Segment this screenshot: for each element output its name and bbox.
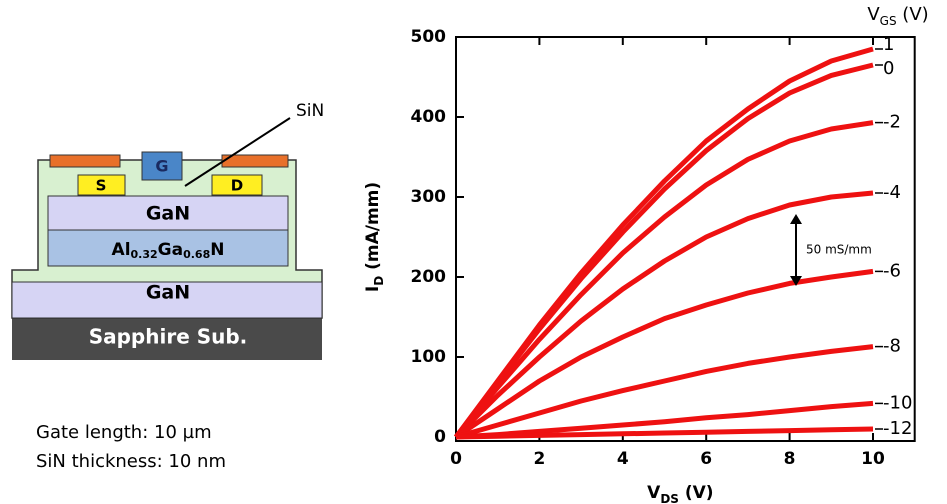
- iv-curve: [456, 193, 873, 437]
- x-axis-label-part: (V): [679, 483, 714, 503]
- sin-label: SiN: [296, 101, 324, 121]
- note: SiN thickness: 10 nm: [36, 451, 226, 472]
- y-tick-label: 0: [434, 427, 446, 447]
- y-tick-label: 400: [411, 107, 447, 127]
- y-axis-label-part: (mA/mm): [363, 182, 383, 276]
- x-tick-label: 6: [700, 449, 712, 469]
- note: Gate length: 10 µm: [36, 422, 212, 443]
- y-tick-label: 300: [411, 187, 447, 207]
- y-tick-label: 100: [411, 347, 447, 367]
- x-axis-label: VDS (V): [647, 483, 713, 504]
- substrate-label: Sapphire Sub.: [89, 325, 248, 349]
- x-tick-label: 0: [450, 449, 462, 469]
- x-tick-label: 10: [861, 449, 885, 469]
- legend-title-part: V: [867, 4, 880, 25]
- annotation: 50 mS/mm: [806, 243, 872, 257]
- legend-label: 1: [883, 34, 894, 55]
- legend-label: -12: [883, 418, 912, 439]
- gan-top-label: GaN: [146, 203, 190, 225]
- y-axis-label-sub: D: [372, 276, 386, 286]
- y-axis-label: ID (mA/mm): [363, 182, 386, 292]
- legend-label: -6: [883, 260, 901, 281]
- source-label: S: [96, 177, 107, 195]
- legend-label: -10: [883, 392, 912, 413]
- x-tick-label: 2: [533, 449, 545, 469]
- legend-label: -8: [883, 336, 901, 357]
- legend-title-sub: GS: [880, 14, 897, 28]
- legend-label: -4: [883, 182, 901, 203]
- x-axis-label-sub: DS: [660, 492, 679, 504]
- x-tick-label: 4: [617, 449, 629, 469]
- legend-title-part: (V): [897, 4, 929, 25]
- gan-bottom-label: GaN: [146, 282, 190, 304]
- source-pad: [50, 155, 120, 167]
- drain-label: D: [231, 177, 243, 195]
- legend-label: 0: [883, 58, 894, 79]
- x-axis-label-part: V: [647, 483, 661, 503]
- device-diagram: SiN G S D GaN Al0.32Ga0.68N GaN Sapphire…: [12, 101, 324, 472]
- gate-label: G: [155, 157, 168, 176]
- figure: SiN G S D GaN Al0.32Ga0.68N GaN Sapphire…: [0, 0, 947, 504]
- legend-label: -2: [883, 112, 901, 133]
- legend-title: VGS (V): [867, 4, 928, 28]
- y-tick-label: 200: [411, 267, 447, 287]
- plot-frame: [456, 37, 915, 441]
- x-tick-label: 8: [784, 449, 796, 469]
- y-tick-label: 500: [411, 27, 447, 47]
